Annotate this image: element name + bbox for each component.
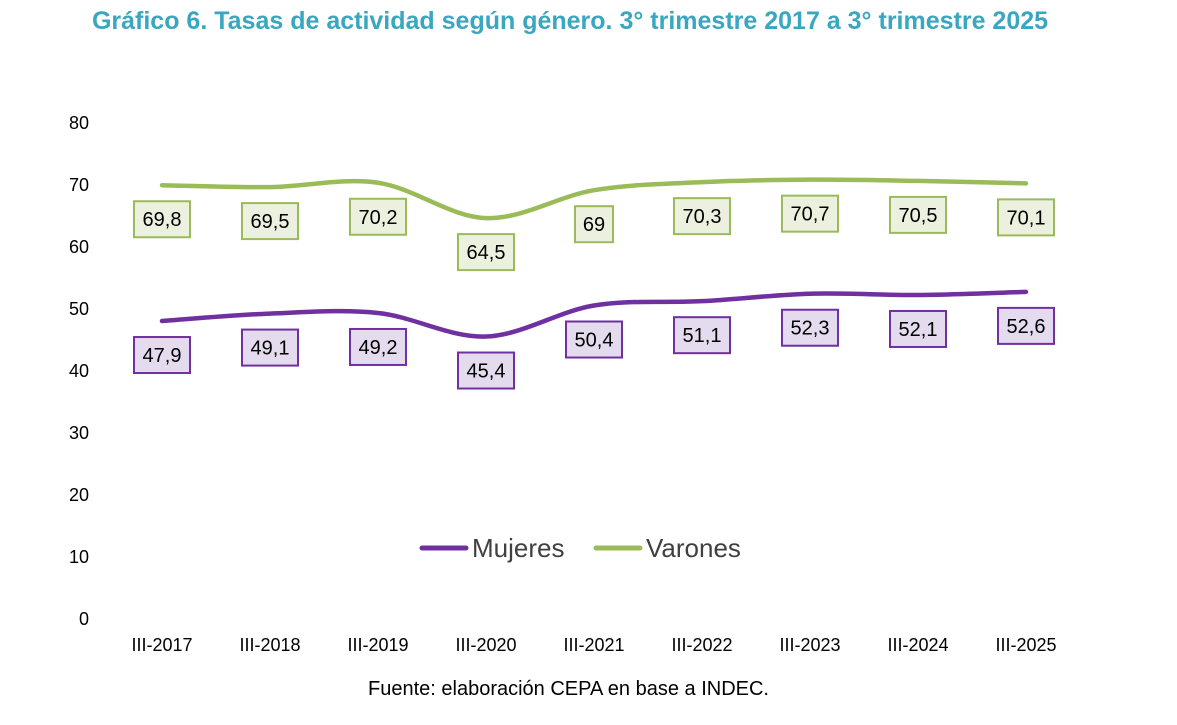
- data-label: 52,3: [791, 318, 830, 340]
- x-tick-label: III-2021: [563, 635, 624, 655]
- x-tick-label: III-2024: [887, 635, 948, 655]
- data-label-box: [457, 351, 515, 390]
- data-label: 49,1: [251, 338, 290, 360]
- y-tick-label: 60: [69, 237, 89, 257]
- data-label-box: [997, 198, 1055, 237]
- legend-label-mujeres: Mujeres: [472, 533, 564, 563]
- y-tick-label: 40: [69, 361, 89, 381]
- x-tick-label: III-2020: [455, 635, 516, 655]
- y-tick-label: 80: [69, 113, 89, 133]
- data-label: 70,3: [683, 206, 722, 228]
- data-label-box: [781, 308, 839, 347]
- y-tick-label: 20: [69, 485, 89, 505]
- data-label: 69,5: [251, 211, 290, 233]
- source-note: Fuente: elaboración CEPA en base a INDEC…: [368, 678, 769, 700]
- data-label: 70,7: [791, 204, 830, 226]
- data-label-box: [997, 306, 1055, 345]
- data-label: 47,9: [143, 345, 182, 367]
- data-label-box: [349, 327, 407, 366]
- data-label: 64,5: [467, 242, 506, 264]
- data-label-box: [241, 202, 299, 241]
- y-tick-label: 30: [69, 423, 89, 443]
- data-label: 52,6: [1007, 316, 1046, 338]
- data-label-box: [574, 205, 614, 244]
- legend-label-varones: Varones: [646, 533, 741, 563]
- series-line-varones: [159, 177, 1029, 221]
- y-tick-label: 50: [69, 299, 89, 319]
- data-label: 70,5: [899, 205, 938, 227]
- data-label-box: [889, 195, 947, 234]
- data-label-box: [673, 197, 731, 236]
- x-tick-label: III-2017: [131, 635, 192, 655]
- data-label: 69: [583, 214, 605, 236]
- data-label: 51,1: [683, 325, 722, 347]
- data-label: 70,2: [359, 207, 398, 229]
- y-tick-label: 10: [69, 547, 89, 567]
- data-label-box: [241, 328, 299, 367]
- x-tick-label: III-2018: [239, 635, 300, 655]
- data-label: 52,1: [899, 319, 938, 341]
- y-tick-label: 70: [69, 175, 89, 195]
- x-tick-label: III-2022: [671, 635, 732, 655]
- data-label-box: [133, 336, 191, 375]
- data-label: 69,8: [143, 209, 182, 231]
- data-label-box: [673, 316, 731, 355]
- x-tick-label: III-2023: [779, 635, 840, 655]
- data-label-box: [457, 233, 515, 272]
- data-label-box: [133, 200, 191, 239]
- y-tick-label: 0: [79, 609, 89, 629]
- data-label-box: [349, 197, 407, 236]
- x-tick-label: III-2019: [347, 635, 408, 655]
- x-tick-label: III-2025: [995, 635, 1056, 655]
- data-label: 45,4: [467, 361, 506, 383]
- data-label: 49,2: [359, 337, 398, 359]
- series-line-mujeres: [159, 289, 1029, 339]
- chart-title: Gráfico 6. Tasas de actividad según géne…: [91, 7, 1049, 35]
- data-label-box: [889, 309, 947, 348]
- data-label-box: [565, 320, 623, 359]
- data-label: 70,1: [1007, 207, 1046, 229]
- data-label-box: [781, 194, 839, 233]
- data-label: 50,4: [575, 330, 614, 352]
